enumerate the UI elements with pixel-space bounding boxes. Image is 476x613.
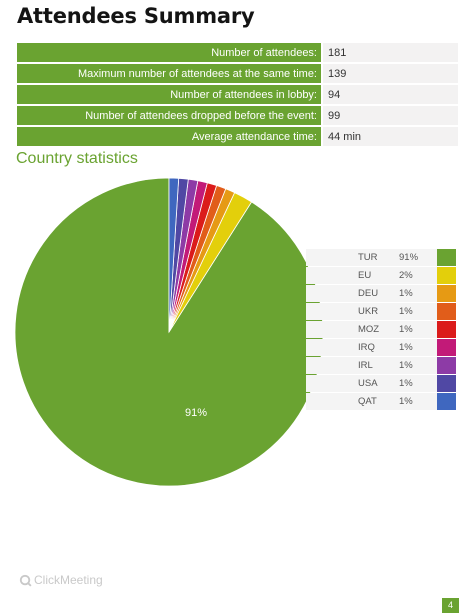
legend-item: EU 2% (306, 267, 456, 284)
legend-label: IRQ (358, 342, 375, 353)
legend-item: USA 1% (306, 375, 456, 392)
chart-legend: TUR 91% EU 2% DEU 1% UKR 1% MOZ 1% IRQ 1% IRL 1% USA 1%… (306, 249, 456, 411)
clickmeeting-logo-icon (19, 574, 32, 587)
summary-value: 44 min (323, 127, 458, 146)
brand-logo: ClickMeeting (19, 573, 103, 587)
summary-value: 94 (323, 85, 458, 104)
legend-percent: 2% (399, 270, 413, 281)
summary-label: Average attendance time: (17, 127, 323, 146)
legend-label: TUR (358, 252, 378, 263)
legend-swatch (437, 375, 456, 392)
pie-slice-qat (168, 177, 180, 333)
legend-swatch (437, 357, 456, 374)
legend-label: QAT (358, 396, 377, 407)
legend-item: QAT 1% (306, 393, 456, 410)
summary-label: Number of attendees dropped before the e… (17, 106, 323, 125)
legend-percent: 91% (399, 252, 419, 263)
legend-item: MOZ 1% (306, 321, 456, 338)
legend-label: IRL (358, 360, 373, 371)
legend-swatch (437, 321, 456, 338)
legend-swatch (437, 285, 456, 302)
legend-label: DEU (358, 288, 379, 299)
legend-percent: 1% (399, 288, 413, 299)
legend-swatch (437, 303, 456, 320)
legend-swatch (437, 339, 456, 356)
legend-label: MOZ (358, 324, 380, 335)
legend-percent: 1% (399, 306, 413, 317)
legend-percent: 1% (399, 378, 413, 389)
legend-swatch (437, 393, 456, 410)
summary-label: Number of attendees: (17, 43, 323, 62)
legend-percent: 1% (399, 396, 413, 407)
legend-swatch (437, 267, 456, 284)
legend-item: DEU 1% (306, 285, 456, 302)
attendees-summary-table: Number of attendees: 181 Maximum number … (17, 41, 458, 148)
legend-item: IRQ 1% (306, 339, 456, 356)
legend-swatch (437, 249, 456, 266)
summary-label: Maximum number of attendees at the same … (17, 64, 323, 83)
summary-value: 139 (323, 64, 458, 83)
summary-row: Maximum number of attendees at the same … (17, 64, 458, 83)
legend-percent: 1% (399, 324, 413, 335)
legend-percent: 1% (399, 360, 413, 371)
legend-item: TUR 91% (306, 249, 456, 266)
page-number: 4 (442, 598, 459, 613)
page-title: Attendees Summary (17, 4, 255, 28)
legend-label: UKR (358, 306, 379, 317)
summary-row: Number of attendees: 181 (17, 43, 458, 62)
legend-item: UKR 1% (306, 303, 456, 320)
legend-label: USA (358, 378, 378, 389)
legend-label: EU (358, 270, 372, 281)
pie-slice-data-label: 91% (185, 407, 207, 419)
summary-value: 181 (323, 43, 458, 62)
summary-row: Number of attendees dropped before the e… (17, 106, 458, 125)
legend-percent: 1% (399, 342, 413, 353)
legend-item: IRL 1% (306, 357, 456, 374)
summary-row: Average attendance time: 44 min (17, 127, 458, 146)
brand-name: ClickMeeting (34, 573, 103, 587)
summary-value: 99 (323, 106, 458, 125)
summary-row: Number of attendees in lobby: 94 (17, 85, 458, 104)
summary-label: Number of attendees in lobby: (17, 85, 323, 104)
section-title: Country statistics (16, 150, 138, 167)
